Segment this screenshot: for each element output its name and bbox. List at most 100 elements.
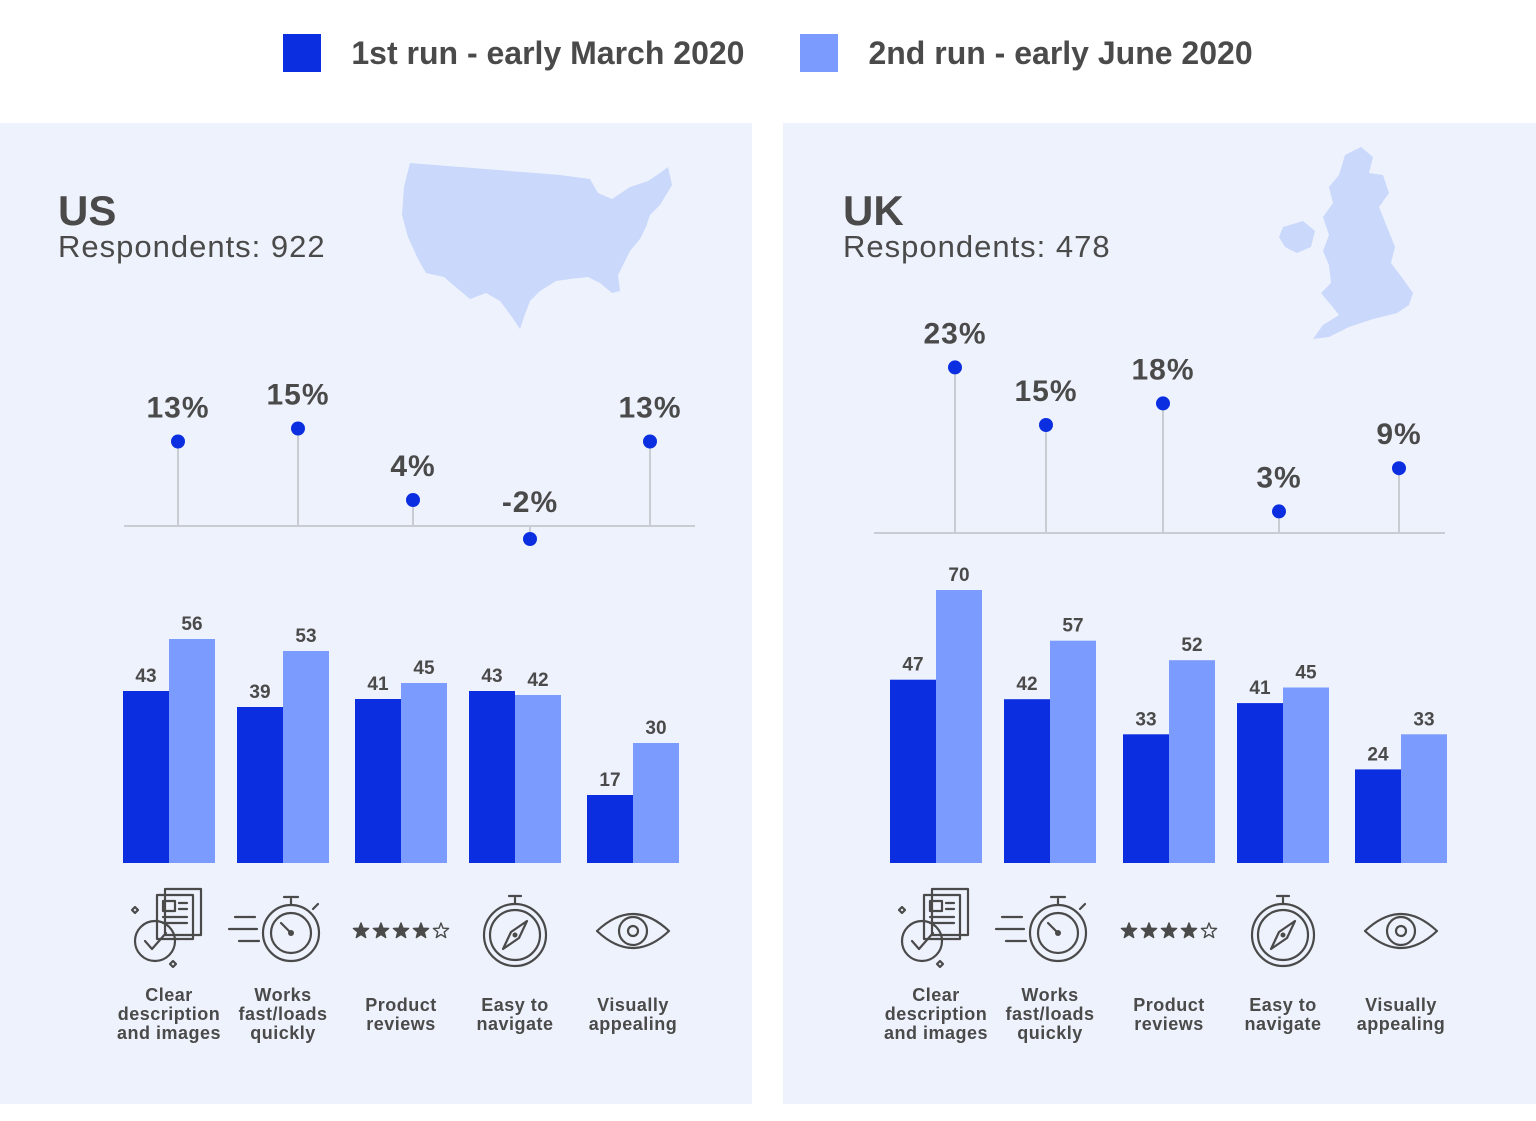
category-label: quickly (250, 1023, 316, 1043)
bar-second-run (515, 695, 561, 863)
category-label: appealing (589, 1014, 678, 1034)
change-label: 13% (146, 392, 209, 425)
value-label-first-run: 24 (1367, 744, 1389, 765)
legend-swatch-second-run (800, 34, 839, 72)
bar-second-run (633, 743, 679, 863)
change-dot (291, 421, 305, 436)
value-label-first-run: 41 (1249, 678, 1271, 699)
legend-item-first-run: 1st run - early March 2020 (283, 34, 744, 72)
change-label: 9% (1376, 418, 1421, 451)
star-rating-icon (352, 922, 450, 939)
compass-icon (1250, 894, 1316, 968)
document-checkmark-icon (897, 887, 970, 969)
value-label-first-run: 43 (135, 666, 156, 687)
star-rating-icon (1120, 922, 1218, 939)
stopwatch-icon (227, 895, 321, 963)
category-label: reviews (1134, 1014, 1204, 1034)
bar-second-run (1050, 640, 1096, 863)
category-label: reviews (366, 1014, 436, 1034)
bar-second-run (283, 651, 329, 863)
change-label: 23% (923, 317, 986, 350)
change-dot (643, 434, 657, 449)
change-label: 4% (390, 450, 435, 483)
change-dot (1392, 461, 1406, 476)
us-panel: US Respondents: 922 13% 15% 4% -2% 13% 43 56 Clea… (0, 123, 752, 1104)
value-label-second-run: 33 (1413, 709, 1434, 730)
bar-first-run (123, 691, 169, 863)
bar-first-run (890, 679, 936, 863)
value-label-second-run: 42 (527, 670, 548, 691)
category-label: Product (365, 995, 437, 1015)
category-label: and images (117, 1023, 221, 1043)
category-label: description (885, 1004, 988, 1024)
bar-second-run (1401, 734, 1447, 863)
bar-first-run (469, 691, 515, 863)
legend: 1st run - early March 2020 2nd run - ear… (0, 28, 1536, 78)
category-label: quickly (1017, 1023, 1083, 1043)
value-label-second-run: 45 (413, 658, 435, 679)
value-label-first-run: 39 (249, 682, 270, 703)
legend-swatch-first-run (283, 34, 322, 72)
value-label-first-run: 41 (367, 674, 389, 695)
value-label-second-run: 70 (948, 565, 969, 586)
bar-first-run (1123, 734, 1169, 863)
legend-label-second-run: 2nd run - early June 2020 (868, 34, 1253, 71)
bar-second-run (401, 683, 447, 863)
respondents-count: Respondents: 922 (58, 229, 326, 264)
category-label: Works (1021, 985, 1078, 1005)
value-label-first-run: 33 (1135, 709, 1156, 730)
category-label: navigate (476, 1014, 553, 1034)
category-label: Easy to (1249, 995, 1317, 1015)
change-dot (406, 493, 420, 507)
category-label: appealing (1357, 1014, 1446, 1034)
value-label-second-run: 52 (1181, 635, 1202, 656)
category-label: Visually (597, 995, 669, 1015)
legend-label-first-run: 1st run - early March 2020 (351, 34, 745, 71)
bar-second-run (936, 590, 982, 863)
category-label: fast/loads (1005, 1004, 1094, 1024)
document-checkmark-icon (130, 887, 203, 969)
us-map-icon (402, 163, 672, 329)
change-dot (523, 532, 537, 546)
value-label-first-run: 42 (1016, 674, 1037, 695)
country-title: UK (843, 187, 904, 234)
compass-icon (482, 894, 548, 968)
change-dot (1156, 396, 1170, 411)
value-label-second-run: 45 (1295, 663, 1317, 684)
bar-first-run (1004, 699, 1050, 863)
change-dot (1039, 418, 1053, 432)
change-dot (948, 360, 962, 375)
category-label: Clear (145, 985, 193, 1005)
legend-item-second-run: 2nd run - early June 2020 (800, 34, 1253, 72)
bar-second-run (1169, 660, 1215, 863)
bar-first-run (587, 795, 633, 863)
respondents-count: Respondents: 478 (843, 229, 1111, 264)
category-label: Visually (1365, 995, 1437, 1015)
value-label-second-run: 56 (181, 614, 202, 635)
bar-first-run (237, 707, 283, 863)
change-label: 3% (1256, 461, 1301, 494)
country-title: US (58, 187, 116, 234)
category-label: navigate (1244, 1014, 1321, 1034)
value-label-second-run: 53 (295, 626, 316, 647)
uk-map-icon (1279, 147, 1413, 339)
category-label: Easy to (481, 995, 549, 1015)
change-label: 15% (266, 379, 329, 412)
value-label-second-run: 30 (645, 718, 666, 739)
category-label: Product (1133, 995, 1205, 1015)
value-label-first-run: 17 (599, 770, 620, 791)
bar-second-run (1283, 687, 1329, 863)
value-label-first-run: 43 (481, 666, 502, 687)
change-dot (171, 434, 185, 449)
category-label: description (118, 1004, 221, 1024)
category-label: Works (254, 985, 311, 1005)
uk-panel: UK Respondents: 478 23% 15% 18% 3% 9% 47 70 Clear… (783, 123, 1536, 1104)
bar-first-run (355, 699, 401, 863)
value-label-second-run: 57 (1062, 616, 1083, 637)
bar-second-run (169, 639, 215, 863)
change-label: 13% (618, 392, 681, 425)
category-label: and images (884, 1023, 988, 1043)
category-label: Clear (912, 985, 960, 1005)
bar-first-run (1355, 769, 1401, 863)
